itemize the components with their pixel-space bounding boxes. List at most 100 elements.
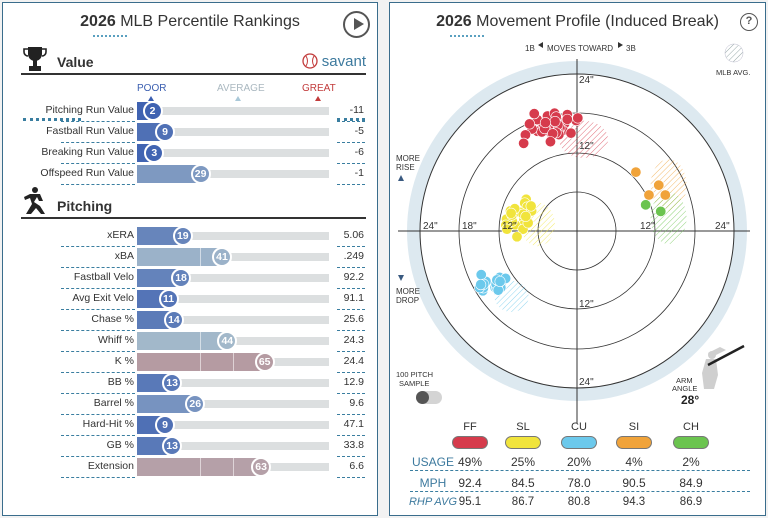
bar-track [137, 400, 329, 408]
row-divider [61, 330, 135, 331]
bar-tick [233, 458, 234, 476]
row-divider [61, 351, 135, 352]
usage-row-line [410, 470, 750, 471]
movement-profile-panel: 2026 Movement Profile (Induced Break) ? … [389, 2, 766, 516]
pitch-dot [659, 189, 671, 201]
movement-title-underline [450, 35, 484, 37]
percentile-row[interactable]: xERA 19 5.06 [3, 226, 379, 247]
row-divider [337, 393, 365, 394]
mlb-avg-zone-ch [650, 191, 687, 244]
percentile-row[interactable]: Breaking Run Value 3 -6 [3, 143, 379, 164]
pitch-toggle-ff[interactable] [452, 436, 488, 449]
ring-label-top-12: 12" [579, 141, 594, 152]
percentile-row[interactable]: Pitching Run Value 2 -11 [3, 101, 379, 122]
svg-text:MLB AVG.: MLB AVG. [716, 68, 750, 77]
pitch-usage-value: 2% [682, 455, 700, 469]
metric-label: Fastball Run Value [46, 125, 134, 137]
percentile-row[interactable]: Offspeed Run Value 29 -1 [3, 164, 379, 185]
percentile-row[interactable]: Whiff % 44 24.3 [3, 331, 379, 352]
bar-fill [137, 458, 264, 476]
mph-row-line [410, 491, 750, 492]
great-marker [315, 96, 321, 101]
average-marker [235, 96, 241, 101]
movement-title: 2026 Movement Profile (Induced Break) [436, 13, 719, 30]
row-divider [61, 309, 135, 310]
pitch-rhp-avg-value: 95.1 [458, 496, 482, 508]
pitch-toggle-ch[interactable] [673, 436, 709, 449]
scale-great: GREAT [302, 83, 336, 94]
help-button[interactable]: ? [740, 13, 758, 31]
percentile-row[interactable]: BB % 13 12.9 [3, 373, 379, 394]
pitch-dot [653, 179, 665, 191]
row-divider [337, 288, 365, 289]
pitch-usage-value: 20% [566, 455, 592, 469]
percentile-row[interactable]: Fastball Velo 18 92.2 [3, 268, 379, 289]
pitch-mph-value: 84.5 [511, 476, 535, 490]
bar-tick [200, 353, 202, 371]
metric-value: 92.2 [343, 271, 364, 283]
pitch-dot [525, 200, 537, 212]
pitch-dot [475, 269, 487, 281]
row-divider [61, 393, 135, 394]
title-underline [93, 35, 127, 37]
percentile-circle: 11 [158, 289, 179, 309]
percentile-row[interactable]: K % 65 24.4 [3, 352, 379, 373]
ring-label-right-24: 24" [715, 221, 730, 232]
percentile-row[interactable]: Fastball Run Value 9 -5 [3, 122, 379, 143]
svg-text:ANGLE: ANGLE [672, 384, 697, 393]
pitch-dot [640, 199, 652, 211]
percentile-rankings-panel: 2026 MLB Percentile Rankings Value savan… [2, 2, 378, 516]
sample-toggle[interactable] [416, 391, 442, 404]
percentile-row[interactable]: Hard-Hit % 9 47.1 [3, 415, 379, 436]
metric-label: Pitching Run Value [45, 104, 134, 116]
ring-label-left-24: 24" [423, 221, 438, 232]
metric-label: Extension [87, 460, 134, 472]
play-button[interactable] [343, 11, 370, 38]
percentile-row[interactable]: Avg Exit Velo 11 91.1 [3, 289, 379, 310]
row-divider [61, 246, 135, 247]
percentile-title: 2026 MLB Percentile Rankings [80, 13, 300, 30]
metric-label: Fastball Velo [73, 271, 134, 283]
pitch-toggle-si[interactable] [616, 436, 652, 449]
metric-value: 24.4 [343, 355, 364, 367]
pitching-section-header: Pitching [21, 187, 366, 219]
metric-label: Whiff % [98, 334, 134, 346]
metric-label: xERA [107, 229, 134, 241]
bar-track [137, 295, 329, 303]
percentile-row[interactable]: Extension 63 6.6 [3, 457, 379, 478]
pitch-dot [511, 231, 523, 243]
percentile-row[interactable]: Barrel % 26 9.6 [3, 394, 379, 415]
direction-indicator: 1B MOVES TOWARD 3B [525, 42, 636, 53]
row-divider [337, 309, 365, 310]
pitch-mph-value: 90.5 [622, 476, 646, 490]
bar-track [137, 421, 329, 429]
pitch-dot [561, 113, 573, 125]
savant-logo[interactable]: savant [301, 53, 366, 70]
arm-angle-figure: ARM ANGLE 28° [672, 344, 745, 407]
svg-text:MORE: MORE [396, 154, 420, 163]
svg-text:DROP: DROP [396, 296, 419, 305]
row-divider [61, 267, 135, 268]
percentile-circle: 65 [254, 352, 275, 372]
percentile-row[interactable]: xBA 41 .249 [3, 247, 379, 268]
pitch-dot [501, 223, 513, 235]
pitch-cluster-sl [500, 193, 538, 243]
bar-track [137, 149, 329, 157]
scale-poor: POOR [137, 83, 167, 94]
metric-label: Hard-Hit % [82, 418, 134, 430]
trophy-icon [23, 47, 47, 71]
row-divider [337, 267, 365, 268]
pitch-toggle-cu[interactable] [561, 436, 597, 449]
percentile-circle: 41 [211, 247, 232, 267]
row-divider [337, 142, 365, 143]
pitch-toggle-sl[interactable] [505, 436, 541, 449]
row-divider [61, 163, 135, 164]
value-section-header: Value savant [21, 47, 366, 75]
row-divider [337, 163, 365, 164]
metric-value: 25.6 [343, 313, 364, 325]
bar-tick [200, 248, 202, 266]
metric-value: 33.8 [343, 439, 364, 451]
percentile-row[interactable]: GB % 13 33.8 [3, 436, 379, 457]
percentile-row[interactable]: Chase % 14 25.6 [3, 310, 379, 331]
